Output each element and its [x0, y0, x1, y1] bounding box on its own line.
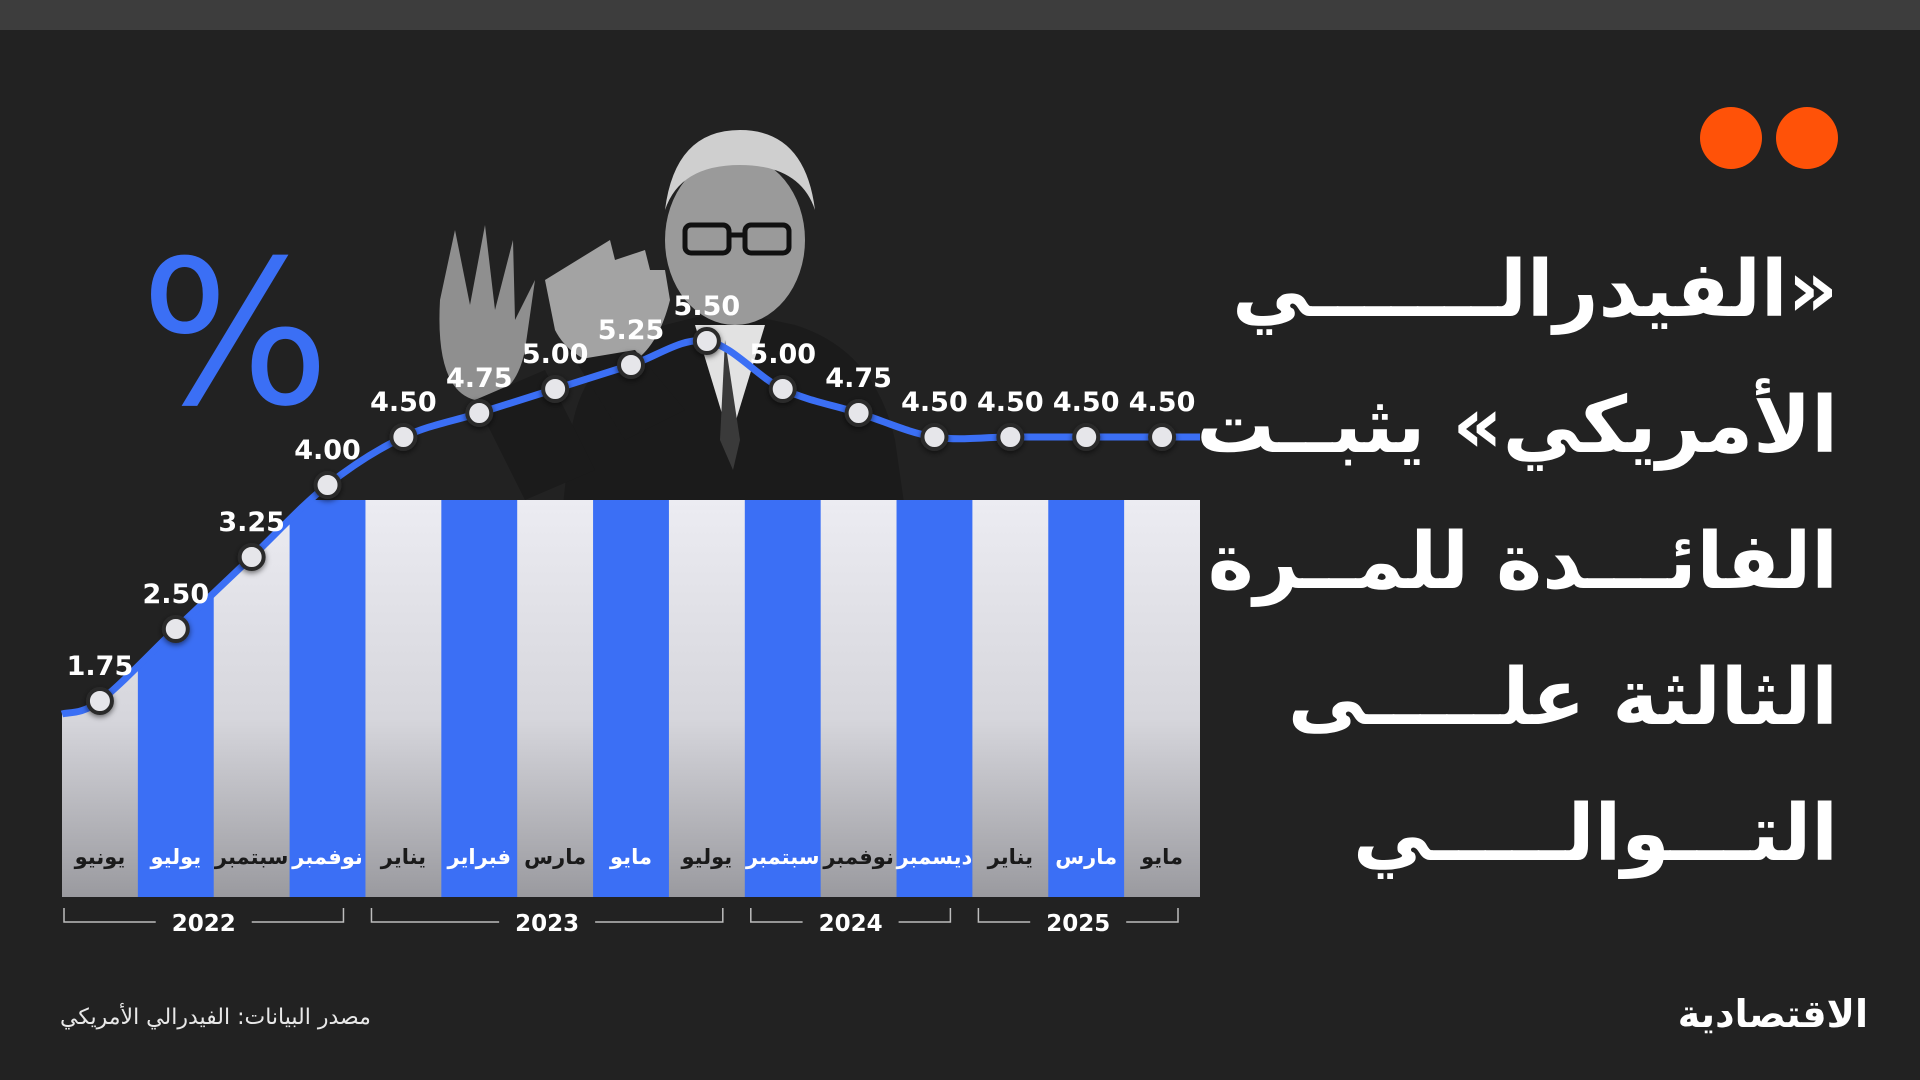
data-point-5	[465, 399, 494, 427]
bar-11	[896, 500, 973, 897]
value-label-2: 3.25	[218, 507, 285, 538]
category-label-11: ديسمبر	[896, 845, 973, 869]
headline-line: الأمريكي» يثبــت	[1196, 381, 1838, 471]
brand-dot-icon	[1776, 107, 1838, 169]
category-label-0: يونيو	[74, 845, 126, 869]
value-label-10: 4.75	[825, 363, 892, 394]
category-label-7: مايو	[609, 845, 652, 869]
bar-5	[441, 500, 518, 897]
value-label-12: 4.50	[977, 387, 1044, 418]
bar-7	[593, 500, 670, 897]
year-label-2022: 2022	[172, 911, 236, 937]
percent-symbol: %	[140, 218, 331, 451]
headline-line: التـــوالـــــي	[1353, 789, 1838, 879]
category-label-3: نوفمبر	[291, 845, 363, 869]
headline-line: الثالثة علـــــى	[1287, 653, 1838, 743]
value-label-11: 4.50	[901, 387, 968, 418]
category-label-10: نوفمبر	[822, 845, 894, 869]
value-label-4: 4.50	[370, 387, 437, 418]
data-point-3	[313, 471, 342, 499]
data-source-note: مصدر البيانات: الفيدرالي الأمريكي	[60, 1005, 371, 1030]
year-label-2023: 2023	[515, 911, 579, 937]
data-point-12	[996, 423, 1025, 451]
value-label-14: 4.50	[1129, 387, 1196, 418]
value-label-0: 1.75	[67, 651, 134, 682]
bar-3	[289, 500, 366, 897]
value-label-3: 4.00	[294, 435, 361, 466]
category-label-2: سبتمبر	[214, 845, 289, 869]
brand-dots-icon	[1700, 107, 1840, 171]
category-label-8: يوليو	[681, 845, 733, 869]
bar-14	[1124, 500, 1200, 897]
value-label-13: 4.50	[1053, 387, 1120, 418]
category-label-1: يوليو	[149, 845, 201, 869]
bar-12	[972, 500, 1049, 897]
data-point-11	[920, 423, 949, 451]
value-label-5: 4.75	[446, 363, 513, 394]
value-label-1: 2.50	[142, 579, 209, 610]
category-label-12: يناير	[987, 845, 1033, 869]
category-label-13: مارس	[1055, 845, 1117, 869]
value-label-9: 5.00	[749, 339, 816, 370]
publisher-logo: الاقتصادية	[1677, 992, 1868, 1036]
data-point-4	[389, 423, 418, 451]
bar-9	[744, 500, 822, 897]
value-label-7: 5.25	[598, 315, 665, 346]
data-point-2	[237, 543, 266, 571]
bar-10	[820, 500, 898, 897]
value-label-6: 5.00	[522, 339, 589, 370]
data-point-10	[844, 399, 873, 427]
data-point-0	[85, 687, 114, 715]
headline-line: الفائـــدة للمــرة	[1207, 517, 1838, 607]
data-point-6	[541, 375, 570, 403]
data-point-7	[617, 351, 645, 379]
year-group-2022: 2022	[63, 908, 345, 937]
bar-1	[137, 500, 215, 897]
year-label-2025: 2025	[1046, 911, 1110, 937]
top-bar	[0, 0, 1920, 30]
bar-13	[1048, 500, 1125, 897]
data-point-9	[768, 375, 797, 403]
brand-dot-icon	[1700, 107, 1762, 169]
value-label-8: 5.50	[674, 291, 741, 322]
year-group-2023: 2023	[370, 908, 724, 937]
category-label-4: يناير	[380, 845, 426, 869]
data-point-14	[1148, 423, 1177, 451]
data-point-13	[1072, 423, 1101, 451]
category-label-6: مارس	[524, 845, 586, 869]
year-group-2024: 2024	[750, 908, 952, 937]
data-point-1	[161, 615, 190, 643]
headline-line: «الفيدرالـــــــي	[1232, 245, 1838, 335]
bar-4	[365, 500, 442, 897]
bar-8	[668, 500, 746, 897]
year-group-2025: 2025	[977, 908, 1179, 937]
bar-6	[517, 500, 594, 897]
headline: «الفيدرالـــــــي الأمريكي» يثبــت الفائ…	[1196, 222, 1838, 902]
category-label-14: مايو	[1140, 845, 1183, 869]
data-point-8	[692, 327, 721, 355]
year-label-2024: 2024	[819, 911, 883, 937]
category-label-5: فبراير	[446, 845, 511, 869]
category-label-9: سبتمبر	[745, 845, 820, 869]
